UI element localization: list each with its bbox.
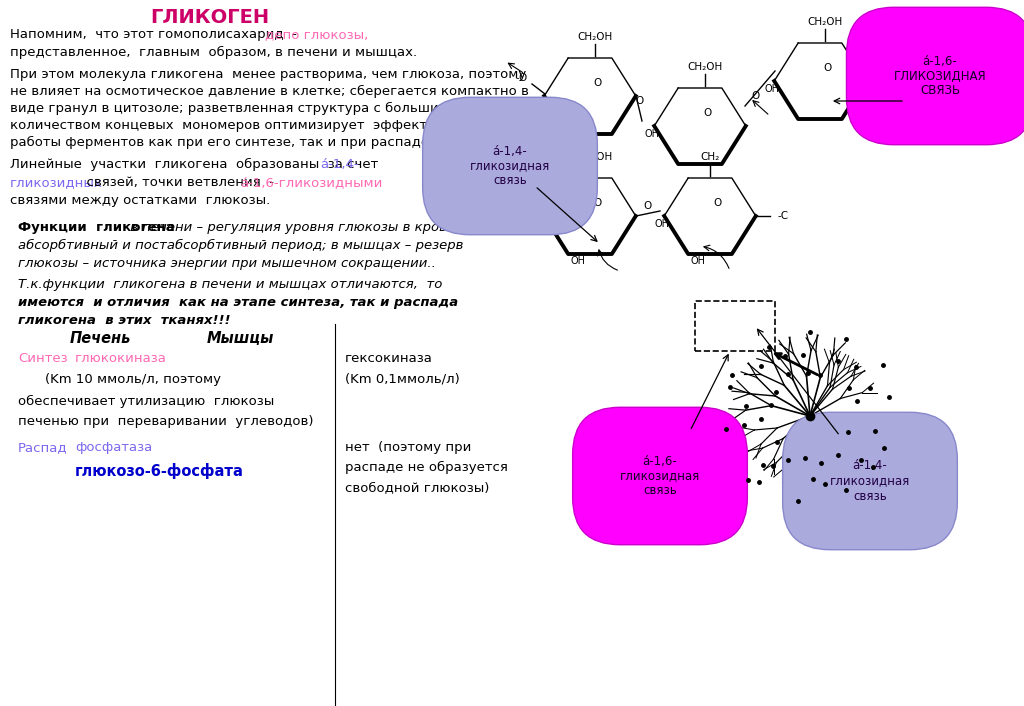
Text: Распад: Распад bbox=[18, 441, 68, 454]
Text: гексокиназа: гексокиназа bbox=[345, 352, 433, 365]
Text: OH: OH bbox=[535, 219, 550, 229]
Text: связей, точки ветвления  -: связей, точки ветвления - bbox=[78, 176, 279, 189]
Text: фосфатаза: фосфатаза bbox=[75, 441, 153, 454]
Text: OH: OH bbox=[644, 129, 659, 139]
Text: O: O bbox=[751, 91, 759, 101]
Text: -C: -C bbox=[778, 211, 790, 221]
Text: O: O bbox=[594, 198, 602, 208]
Text: гликозидных: гликозидных bbox=[10, 176, 102, 189]
Text: распаде не образуется: распаде не образуется bbox=[345, 461, 508, 474]
Text: O: O bbox=[714, 198, 722, 208]
Text: абсорбтивный и постабсорбтивный период; в мышцах – резерв: абсорбтивный и постабсорбтивный период; … bbox=[18, 239, 464, 252]
Text: OH: OH bbox=[690, 256, 706, 266]
Text: работы ферментов как при его синтезе, так и при распаде.: работы ферментов как при его синтезе, та… bbox=[10, 136, 433, 149]
Text: Т.к.функции  гликогена в печени и мышцах отличаются,  то: Т.к.функции гликогена в печени и мышцах … bbox=[18, 278, 442, 291]
Bar bbox=[695, 301, 775, 351]
Text: CH₂OH: CH₂OH bbox=[687, 62, 723, 72]
Text: глюкозо-6-фосфата: глюкозо-6-фосфата bbox=[75, 463, 244, 479]
Text: á-1,4-
гликозидная
связь: á-1,4- гликозидная связь bbox=[470, 145, 550, 188]
Text: O: O bbox=[824, 63, 833, 73]
Text: (Km 10 ммоль/л, поэтому: (Km 10 ммоль/л, поэтому bbox=[45, 373, 221, 386]
Text: глюкозы – источника энергии при мышечном сокращении..: глюкозы – источника энергии при мышечном… bbox=[18, 257, 436, 270]
Text: CH₂: CH₂ bbox=[700, 152, 720, 162]
Text: Напомним,  что этот гомополисахарид  -: Напомним, что этот гомополисахарид - bbox=[10, 28, 305, 41]
Text: O: O bbox=[594, 78, 602, 88]
Text: O: O bbox=[635, 96, 643, 106]
Text: OH: OH bbox=[535, 99, 550, 109]
Text: гликогена  в этих  тканях!!!: гликогена в этих тканях!!! bbox=[18, 314, 230, 327]
Text: á-1,6-
ГЛИКОЗИДНАЯ
СВЯЗЬ: á-1,6- ГЛИКОЗИДНАЯ СВЯЗЬ bbox=[894, 54, 986, 97]
Text: Мышцы: Мышцы bbox=[206, 331, 273, 346]
Text: Линейные  участки  гликогена  образованы  за счет: Линейные участки гликогена образованы за… bbox=[10, 158, 383, 171]
Text: á-1,6-гликозидными: á-1,6-гликозидными bbox=[240, 176, 382, 189]
Text: Синтез: Синтез bbox=[18, 352, 68, 365]
Text: в печени – регуляция уровня глюкозы в крови в: в печени – регуляция уровня глюкозы в кр… bbox=[126, 221, 468, 234]
Text: OH: OH bbox=[570, 136, 586, 146]
Text: Печень: Печень bbox=[70, 331, 131, 346]
Text: глюкокиназа: глюкокиназа bbox=[75, 352, 167, 365]
Text: не влияет на осмотическое давление в клетке; сберегается компактно в: не влияет на осмотическое давление в кле… bbox=[10, 85, 528, 98]
Text: нет  (поэтому при: нет (поэтому при bbox=[345, 441, 471, 454]
Text: печенью при  переваривании  углеводов): печенью при переваривании углеводов) bbox=[18, 415, 313, 428]
Text: количеством концевых  мономеров оптимизирует  эффективность: количеством концевых мономеров оптимизир… bbox=[10, 119, 483, 132]
Text: OH: OH bbox=[654, 219, 670, 229]
Text: ГЛИКОГЕН: ГЛИКОГЕН bbox=[151, 8, 269, 27]
Text: представленное,  главным  образом, в печени и мышцах.: представленное, главным образом, в печен… bbox=[10, 46, 417, 59]
Text: связями между остатками  глюкозы.: связями между остатками глюкозы. bbox=[10, 194, 270, 207]
Text: обеспечивает утилизацию  глюкозы: обеспечивает утилизацию глюкозы bbox=[18, 395, 274, 408]
Text: O: O bbox=[703, 108, 712, 118]
Text: -O: -O bbox=[516, 203, 528, 213]
Text: á-1,4-
гликозидная
связь: á-1,4- гликозидная связь bbox=[829, 460, 910, 503]
Text: свободной глюкозы): свободной глюкозы) bbox=[345, 481, 489, 494]
Text: OH: OH bbox=[570, 256, 586, 266]
Text: виде гранул в цитозоле; разветвленная структура с большим: виде гранул в цитозоле; разветвленная ст… bbox=[10, 102, 449, 115]
Text: á-1,6-
гликозидная
связь: á-1,6- гликозидная связь bbox=[620, 455, 700, 498]
Text: CH₂OH: CH₂OH bbox=[578, 32, 612, 42]
Text: á-1,4-: á-1,4- bbox=[319, 158, 358, 171]
Text: (Km 0,1ммоль/л): (Km 0,1ммоль/л) bbox=[345, 373, 460, 386]
Text: -O: -O bbox=[516, 73, 528, 83]
Text: CH₂OH: CH₂OH bbox=[807, 17, 843, 27]
Text: O: O bbox=[644, 201, 652, 211]
Text: Функции  гликогена: Функции гликогена bbox=[18, 221, 175, 234]
Text: При этом молекула гликогена  менее растворима, чем глюкоза, поэтому: При этом молекула гликогена менее раство… bbox=[10, 68, 526, 81]
Text: OH: OH bbox=[765, 84, 779, 94]
Text: депо глюкозы,: депо глюкозы, bbox=[265, 28, 369, 41]
Text: имеются  и отличия  как на этапе синтеза, так и распада: имеются и отличия как на этапе синтеза, … bbox=[18, 296, 459, 309]
Text: CH₂OH: CH₂OH bbox=[578, 152, 612, 162]
